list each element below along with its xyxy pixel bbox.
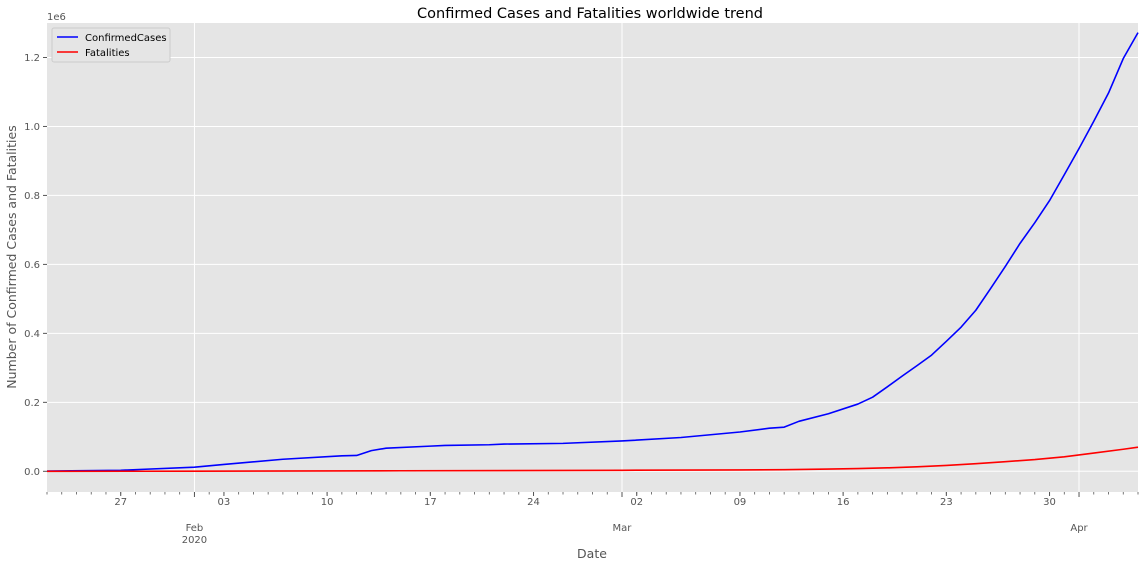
y-axis-label: Number of Confirmed Cases and Fatalities: [4, 125, 19, 388]
x-tick-label: 30: [1043, 497, 1056, 508]
x-axis-label: Date: [577, 546, 607, 561]
series-line-fatalities: [46, 446, 1139, 473]
legend-label-fatalities: Fatalities: [85, 48, 130, 59]
x-tick-label: 03: [218, 497, 231, 508]
y-tick-label: 1.0: [24, 122, 40, 133]
y-tick-label: 1.2: [24, 53, 40, 64]
y-tick-label: 0.6: [24, 260, 40, 271]
y-tick-label: 0.0: [24, 467, 40, 478]
legend-label-confirmed: ConfirmedCases: [85, 33, 167, 44]
y-axis: 0.0 0.2 0.4 0.6 0.8 1.0 1.2: [24, 53, 47, 478]
y-offset-label: 1e6: [47, 12, 66, 23]
x-tick-label: 10: [321, 497, 334, 508]
x-tick-label: Feb: [186, 523, 204, 534]
series-lines: [46, 32, 1139, 473]
y-tick-label: 0.8: [24, 191, 40, 202]
x-tick-label: 24: [527, 497, 540, 508]
gridlines: [47, 23, 1138, 492]
x-tick-label: 27: [114, 497, 127, 508]
y-tick-label: 0.2: [24, 398, 40, 409]
x-tick-label: 02: [630, 497, 643, 508]
legend: ConfirmedCases Fatalities: [51, 27, 171, 63]
x-tick-label: 09: [734, 497, 747, 508]
x-tick-label: Apr: [1070, 523, 1088, 534]
x-tick-label: Mar: [613, 523, 633, 534]
plot-background: [47, 23, 1138, 492]
series-line-confirmedcases: [46, 32, 1139, 472]
x-tick-sublabel: 2020: [182, 535, 207, 546]
y-tick-label: 0.4: [24, 329, 40, 340]
x-tick-label: 23: [940, 497, 953, 508]
x-tick-label: 17: [424, 497, 437, 508]
legend-box: [51, 27, 171, 63]
x-tick-label: 16: [837, 497, 850, 508]
chart-title: Confirmed Cases and Fatalities worldwide…: [417, 6, 763, 22]
